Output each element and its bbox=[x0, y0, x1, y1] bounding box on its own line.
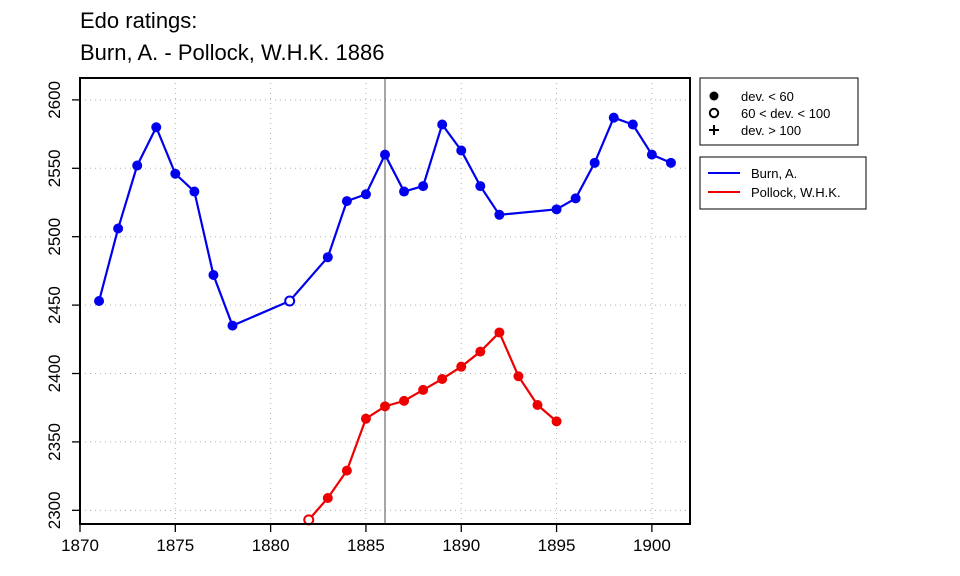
data-point bbox=[551, 204, 562, 215]
data-point bbox=[322, 493, 333, 504]
data-point bbox=[189, 186, 200, 197]
legend-marker-box bbox=[699, 77, 859, 146]
x-tick-label: 1875 bbox=[156, 536, 194, 555]
data-point bbox=[437, 373, 448, 384]
data-point bbox=[380, 401, 390, 412]
x-tick-label: 1890 bbox=[442, 536, 480, 555]
data-point bbox=[151, 122, 162, 133]
x-tick-label: 1885 bbox=[347, 536, 385, 555]
x-tick-label: 1870 bbox=[61, 536, 99, 555]
data-point bbox=[627, 119, 638, 130]
data-point bbox=[418, 384, 429, 395]
y-tick-label: 2600 bbox=[45, 81, 64, 119]
legend-series-label: Pollock, W.H.K. bbox=[751, 185, 841, 200]
data-point bbox=[532, 399, 543, 410]
legend-series-label: Burn, A. bbox=[751, 166, 797, 181]
x-tick-label: 1895 bbox=[538, 536, 576, 555]
data-point bbox=[341, 196, 352, 207]
data-point bbox=[94, 296, 105, 306]
data-point bbox=[456, 145, 467, 156]
data-point bbox=[284, 295, 296, 307]
data-point bbox=[132, 160, 143, 171]
data-point bbox=[437, 119, 448, 130]
chart-title-line-1: Edo ratings: bbox=[80, 8, 198, 33]
legend-marker-label: dev. < 60 bbox=[741, 89, 794, 104]
data-point bbox=[113, 223, 124, 234]
data-point bbox=[341, 465, 352, 476]
legend-filled-marker-icon bbox=[709, 91, 719, 101]
data-point bbox=[360, 413, 371, 424]
data-point bbox=[380, 149, 390, 160]
y-tick-label: 2500 bbox=[45, 218, 64, 256]
data-point bbox=[456, 361, 467, 372]
data-point bbox=[551, 416, 562, 427]
data-point bbox=[570, 193, 581, 204]
data-point bbox=[608, 112, 619, 123]
chart-title-line-2: Burn, A. - Pollock, W.H.K. 1886 bbox=[80, 40, 385, 65]
data-point bbox=[494, 327, 505, 338]
data-point bbox=[170, 168, 181, 179]
data-point bbox=[665, 157, 676, 168]
data-point bbox=[227, 320, 238, 331]
data-point bbox=[646, 149, 657, 160]
y-tick-label: 2400 bbox=[45, 355, 64, 393]
data-point bbox=[418, 181, 429, 192]
data-point bbox=[399, 186, 410, 197]
data-point bbox=[475, 181, 486, 192]
legend-open-marker-icon bbox=[708, 107, 720, 119]
y-tick-label: 2550 bbox=[45, 149, 64, 187]
y-tick-label: 2350 bbox=[45, 423, 64, 461]
series-line bbox=[307, 330, 558, 521]
data-point bbox=[322, 252, 333, 263]
data-point bbox=[513, 371, 524, 382]
y-tick-label: 2450 bbox=[45, 286, 64, 324]
data-point bbox=[208, 270, 219, 281]
data-point bbox=[399, 395, 410, 406]
plot-frame bbox=[79, 77, 691, 525]
legend-marker-label: 60 < dev. < 100 bbox=[741, 106, 830, 121]
data-point bbox=[494, 209, 505, 220]
x-tick-label: 1900 bbox=[633, 536, 671, 555]
legend-series-box bbox=[699, 156, 867, 210]
legend-marker-label: dev. > 100 bbox=[741, 123, 801, 138]
data-point bbox=[360, 189, 371, 200]
data-point bbox=[475, 346, 486, 357]
data-point bbox=[589, 157, 600, 168]
y-tick-label: 2300 bbox=[45, 491, 64, 529]
x-tick-label: 1880 bbox=[252, 536, 290, 555]
